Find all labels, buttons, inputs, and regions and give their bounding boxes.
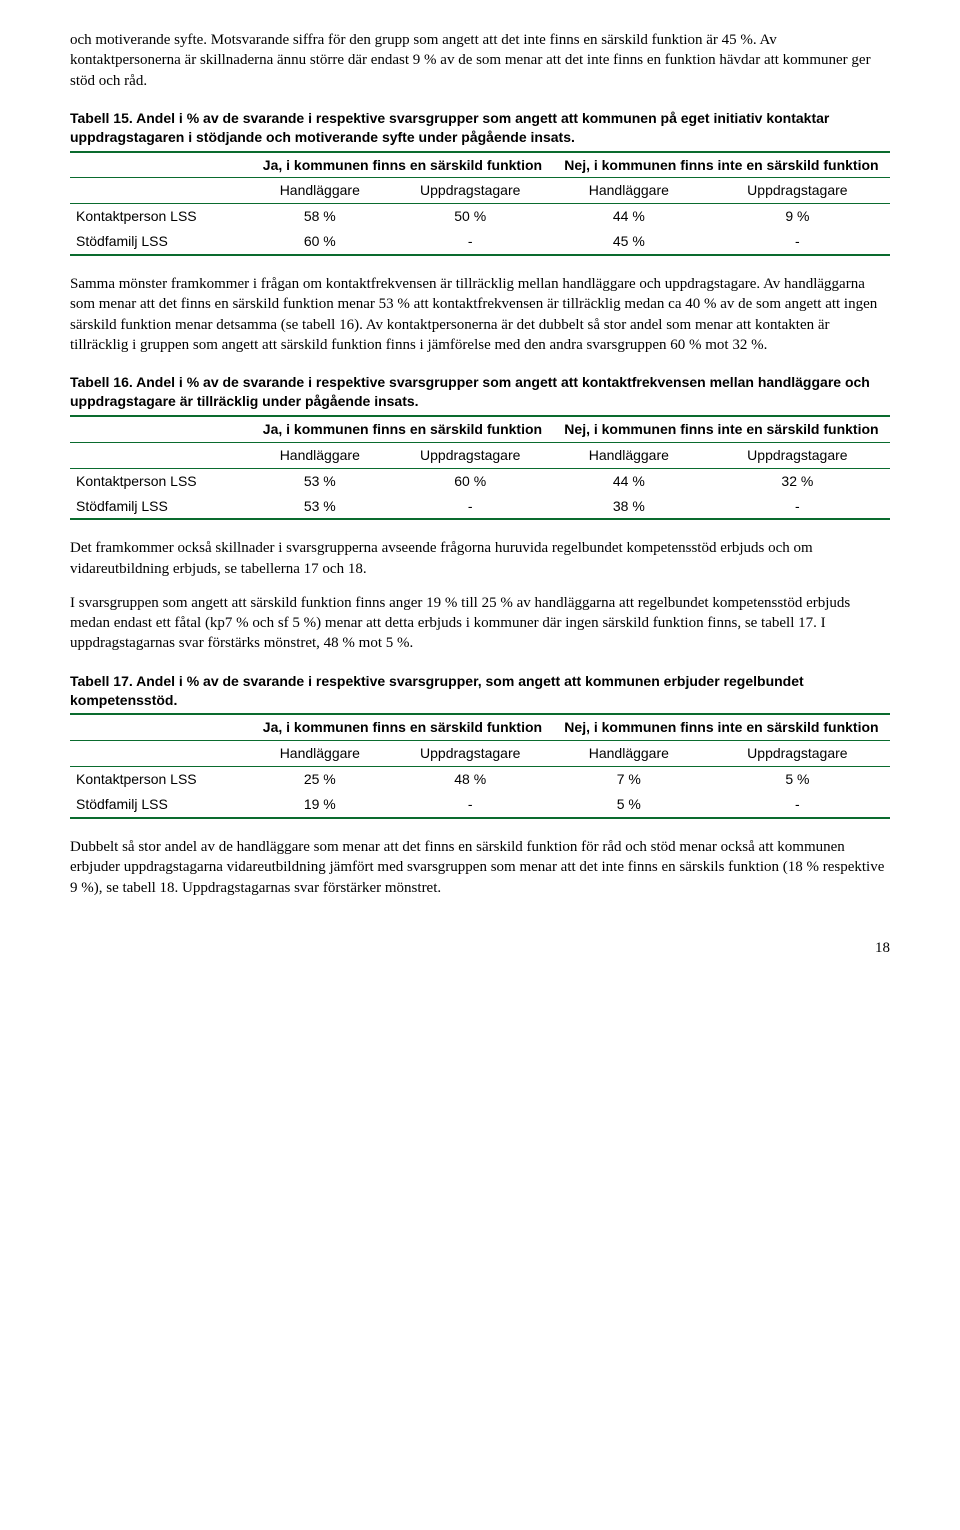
after15-paragraph: Samma mönster framkommer i frågan om kon… (70, 274, 890, 355)
t16-r2c3: 38 % (553, 494, 705, 520)
table17-caption: Tabell 17. Andel i % av de svarande i re… (70, 672, 890, 710)
t17-r2c4: - (705, 792, 890, 818)
t16-r2c1: 53 % (252, 494, 388, 520)
table-row: Kontaktperson LSS 25 % 48 % 7 % 5 % (70, 767, 890, 792)
t17-h4: Uppdragstagare (705, 741, 890, 767)
table-row: Kontaktperson LSS 53 % 60 % 44 % 32 % (70, 468, 890, 493)
t17-r1-label: Kontaktperson LSS (70, 767, 252, 792)
t15-r1c3: 44 % (553, 204, 705, 229)
t15-r1c4: 9 % (705, 204, 890, 229)
t17-ja-header: Ja, i kommunen finns en särskild funktio… (252, 714, 553, 740)
t15-nej-header: Nej, i kommunen finns inte en särskild f… (553, 152, 890, 178)
t16-r2c4: - (705, 494, 890, 520)
t16-r1c4: 32 % (705, 468, 890, 493)
t17-r2c3: 5 % (553, 792, 705, 818)
t16-blank2 (70, 442, 252, 468)
table16-caption: Tabell 16. Andel i % av de svarande i re… (70, 373, 890, 411)
t17-r2-label: Stödfamilj LSS (70, 792, 252, 818)
t15-r1c2: 50 % (388, 204, 553, 229)
t15-blank2 (70, 178, 252, 204)
t16-blank (70, 416, 252, 442)
t15-r2c1: 60 % (252, 229, 388, 255)
table-row: Stödfamilj LSS 60 % - 45 % - (70, 229, 890, 255)
t15-h3: Handläggare (553, 178, 705, 204)
t16-h4: Uppdragstagare (705, 442, 890, 468)
t16-r1-label: Kontaktperson LSS (70, 468, 252, 493)
t15-r2-label: Stödfamilj LSS (70, 229, 252, 255)
page-number: 18 (70, 938, 890, 958)
table15-caption: Tabell 15. Andel i % av de svarande i re… (70, 109, 890, 147)
t17-r1c3: 7 % (553, 767, 705, 792)
table15: Ja, i kommunen finns en särskild funktio… (70, 151, 890, 257)
t17-blank (70, 714, 252, 740)
t16-r2-label: Stödfamilj LSS (70, 494, 252, 520)
t16-r1c3: 44 % (553, 468, 705, 493)
after17-paragraph: Dubbelt så stor andel av de handläggare … (70, 837, 890, 898)
t17-r1c4: 5 % (705, 767, 890, 792)
t16-nej-header: Nej, i kommunen finns inte en särskild f… (553, 416, 890, 442)
t17-r1c2: 48 % (388, 767, 553, 792)
t15-ja-header: Ja, i kommunen finns en särskild funktio… (252, 152, 553, 178)
t15-r2c3: 45 % (553, 229, 705, 255)
t16-h2: Uppdragstagare (388, 442, 553, 468)
t16-ja-header: Ja, i kommunen finns en särskild funktio… (252, 416, 553, 442)
table-row: Stödfamilj LSS 19 % - 5 % - (70, 792, 890, 818)
t17-r2c1: 19 % (252, 792, 388, 818)
t17-r2c2: - (388, 792, 553, 818)
t16-r1c2: 60 % (388, 468, 553, 493)
t17-h1: Handläggare (252, 741, 388, 767)
t15-r2c2: - (388, 229, 553, 255)
after16a-paragraph: Det framkommer också skillnader i svarsg… (70, 538, 890, 579)
t15-h2: Uppdragstagare (388, 178, 553, 204)
t16-r1c1: 53 % (252, 468, 388, 493)
t15-h1: Handläggare (252, 178, 388, 204)
t15-r1-label: Kontaktperson LSS (70, 204, 252, 229)
t15-blank (70, 152, 252, 178)
t15-h4: Uppdragstagare (705, 178, 890, 204)
t15-r2c4: - (705, 229, 890, 255)
t16-h1: Handläggare (252, 442, 388, 468)
t17-blank2 (70, 741, 252, 767)
t17-h3: Handläggare (553, 741, 705, 767)
t17-nej-header: Nej, i kommunen finns inte en särskild f… (553, 714, 890, 740)
t17-r1c1: 25 % (252, 767, 388, 792)
table-row: Kontaktperson LSS 58 % 50 % 44 % 9 % (70, 204, 890, 229)
table17: Ja, i kommunen finns en särskild funktio… (70, 713, 890, 819)
table16: Ja, i kommunen finns en särskild funktio… (70, 415, 890, 521)
t15-r1c1: 58 % (252, 204, 388, 229)
table-row: Stödfamilj LSS 53 % - 38 % - (70, 494, 890, 520)
t16-r2c2: - (388, 494, 553, 520)
intro-paragraph-1: och motiverande syfte. Motsvarande siffr… (70, 30, 890, 91)
t17-h2: Uppdragstagare (388, 741, 553, 767)
after16b-paragraph: I svarsgruppen som angett att särskild f… (70, 593, 890, 654)
t16-h3: Handläggare (553, 442, 705, 468)
